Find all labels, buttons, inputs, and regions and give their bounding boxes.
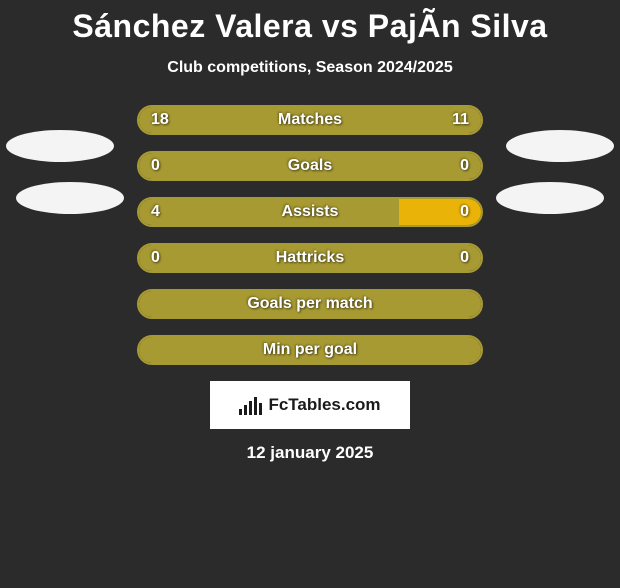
stat-row-assists: 40Assists: [137, 197, 483, 227]
side-oval-0: [6, 130, 114, 162]
logo-bar: [259, 403, 262, 415]
stat-row-goals: 00Goals: [137, 151, 483, 181]
stat-row-goals-per-match: Goals per match: [137, 289, 483, 319]
stat-label: Goals: [139, 157, 481, 175]
logo-bar: [244, 405, 247, 415]
stat-row-min-per-goal: Min per goal: [137, 335, 483, 365]
page-title: Sánchez Valera vs PajÃn Silva: [0, 8, 620, 45]
stat-label: Matches: [139, 111, 481, 129]
stat-row-matches: 1811Matches: [137, 105, 483, 135]
date-text: 12 january 2025: [0, 443, 620, 463]
subtitle: Club competitions, Season 2024/2025: [0, 59, 620, 77]
footer-badge: FcTables.com: [210, 381, 410, 429]
side-oval-2: [506, 130, 614, 162]
stat-label: Min per goal: [139, 341, 481, 359]
logo-bar: [254, 397, 257, 415]
side-oval-1: [16, 182, 124, 214]
stat-row-hattricks: 00Hattricks: [137, 243, 483, 273]
stat-label: Hattricks: [139, 249, 481, 267]
logo-bar: [249, 401, 252, 415]
stat-label: Assists: [139, 203, 481, 221]
brand-text: FcTables.com: [268, 395, 380, 415]
logo-bar: [239, 409, 242, 415]
side-oval-3: [496, 182, 604, 214]
bar-chart-icon: [239, 395, 262, 415]
stat-label: Goals per match: [139, 295, 481, 313]
